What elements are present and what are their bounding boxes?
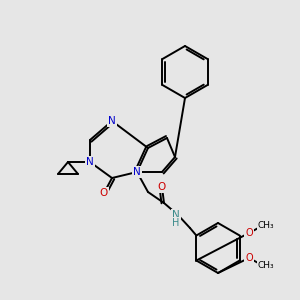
Text: N: N [86, 157, 94, 167]
Text: O: O [245, 253, 253, 263]
Text: O: O [245, 228, 253, 238]
Text: CH₃: CH₃ [258, 221, 274, 230]
Text: N: N [172, 210, 180, 220]
Text: N: N [108, 116, 116, 126]
Text: O: O [158, 182, 166, 192]
Text: CH₃: CH₃ [258, 260, 274, 269]
Text: N: N [133, 167, 141, 177]
Text: O: O [100, 188, 108, 198]
Text: H: H [172, 218, 180, 228]
